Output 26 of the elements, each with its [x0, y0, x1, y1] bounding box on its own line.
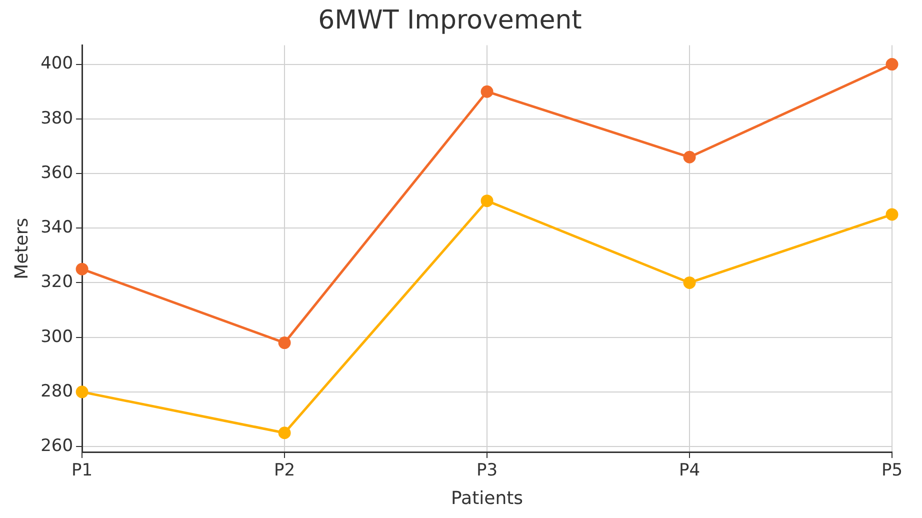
chart-title: 6MWT Improvement — [318, 5, 582, 36]
y-tick-label: 360 — [40, 162, 74, 183]
point — [480, 194, 494, 208]
y-tick-label: 280 — [40, 381, 74, 402]
y-axis-title: Meters — [11, 218, 32, 280]
point — [76, 262, 88, 276]
y-tick-label: 260 — [40, 436, 74, 456]
x-tick-label: P3 — [476, 460, 498, 481]
x-tick-label: P4 — [678, 460, 700, 481]
x-tick-label: P2 — [274, 460, 296, 481]
point — [278, 426, 291, 440]
y-tick-label: 400 — [40, 54, 74, 74]
point — [76, 386, 88, 398]
point — [278, 336, 291, 350]
y-tick-label: 320 — [40, 272, 74, 292]
point — [683, 150, 696, 164]
x-tick-label: P1 — [72, 460, 93, 481]
point — [683, 276, 696, 289]
point — [480, 85, 494, 98]
y-tick-label: 300 — [40, 326, 74, 347]
y-tick-label: 340 — [40, 218, 74, 238]
x-axis-title: Patients — [450, 488, 524, 509]
point — [886, 58, 898, 71]
point — [886, 208, 898, 221]
x-tick-label: P5 — [881, 460, 903, 481]
y-tick-label: 380 — [40, 108, 74, 128]
